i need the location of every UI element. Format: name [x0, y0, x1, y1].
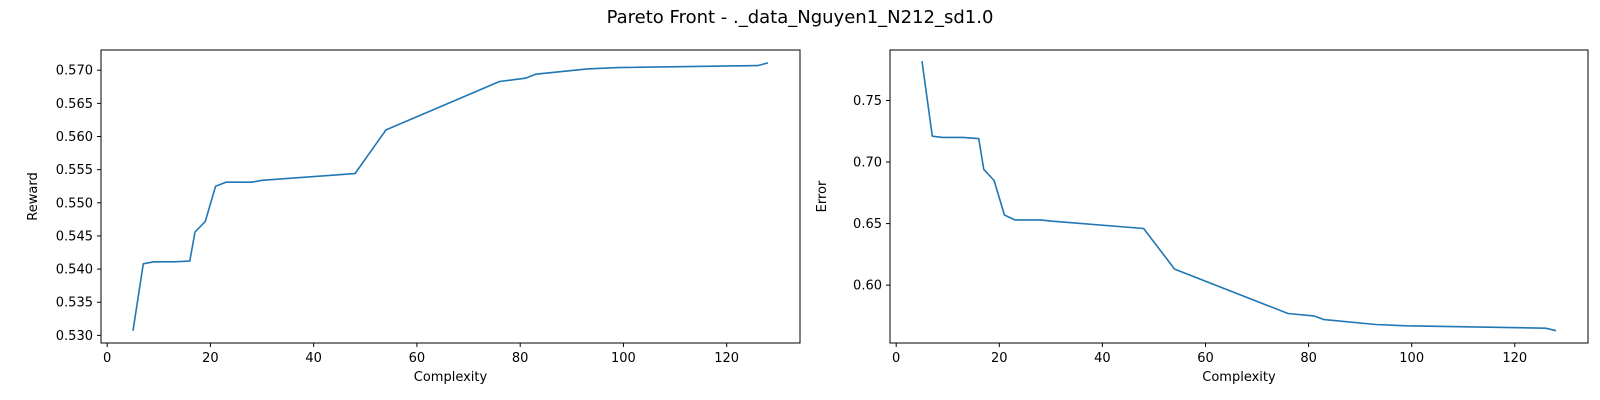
- right-x-axis-label: Complexity: [1202, 370, 1276, 385]
- left-y-tick-label: 0.560: [56, 130, 93, 145]
- left-x-tick-label: 60: [409, 351, 426, 366]
- left-y-axis-label: Reward: [26, 172, 41, 220]
- right-x-tick-label: 100: [1399, 351, 1424, 366]
- right-y-tick-label: 0.75: [853, 94, 882, 109]
- left-x-tick-label: 0: [103, 351, 111, 366]
- left-y-tick-label: 0.570: [56, 64, 93, 79]
- right-x-tick-label: 60: [1197, 351, 1214, 366]
- left-x-tick-label: 80: [512, 351, 529, 366]
- figure-title: Pareto Front - ._data_Nguyen1_N212_sd1.0: [607, 7, 994, 28]
- left-y-tick-label: 0.555: [56, 163, 93, 178]
- left-chart-axes: 0 20 40 60 80 100 120 0.530 0.535 0.540 0.545 0.550…: [26, 49, 801, 385]
- left-plot-frame: [100, 49, 801, 344]
- right-chart-axes: 0 20 40 60 80 100 120 0.60 0.65 0.70 0.75 Complexit…: [815, 49, 1589, 385]
- left-y-tick-label: 0.565: [56, 97, 93, 112]
- left-x-axis-label: Complexity: [414, 370, 488, 385]
- left-x-tick-label: 40: [305, 351, 322, 366]
- right-x-tick-label: 0: [892, 351, 900, 366]
- left-x-tick-label: 100: [611, 351, 636, 366]
- right-x-tick-label: 80: [1300, 351, 1317, 366]
- left-y-tick-label: 0.530: [56, 329, 93, 344]
- right-x-tick-label: 120: [1502, 351, 1527, 366]
- left-y-tick-label: 0.540: [56, 263, 93, 278]
- left-series-line: [132, 62, 769, 331]
- right-y-axis-label: Error: [815, 180, 830, 212]
- right-y-tick-label: 0.60: [853, 279, 882, 294]
- right-x-tick-label: 40: [1094, 351, 1111, 366]
- right-x-tick-label: 20: [991, 351, 1008, 366]
- right-y-tick-label: 0.65: [853, 217, 882, 232]
- left-y-tick-label: 0.550: [56, 196, 93, 211]
- right-plot-frame: [889, 49, 1589, 344]
- right-series-line: [921, 60, 1557, 332]
- right-y-tick-label: 0.70: [853, 156, 882, 171]
- left-x-tick-label: 120: [714, 351, 739, 366]
- left-x-tick-label: 20: [202, 351, 219, 366]
- left-y-tick-label: 0.535: [56, 296, 93, 311]
- left-y-tick-label: 0.545: [56, 229, 93, 244]
